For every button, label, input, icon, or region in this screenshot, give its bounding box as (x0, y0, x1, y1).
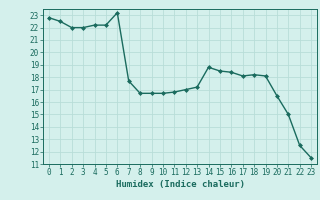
X-axis label: Humidex (Indice chaleur): Humidex (Indice chaleur) (116, 180, 244, 189)
